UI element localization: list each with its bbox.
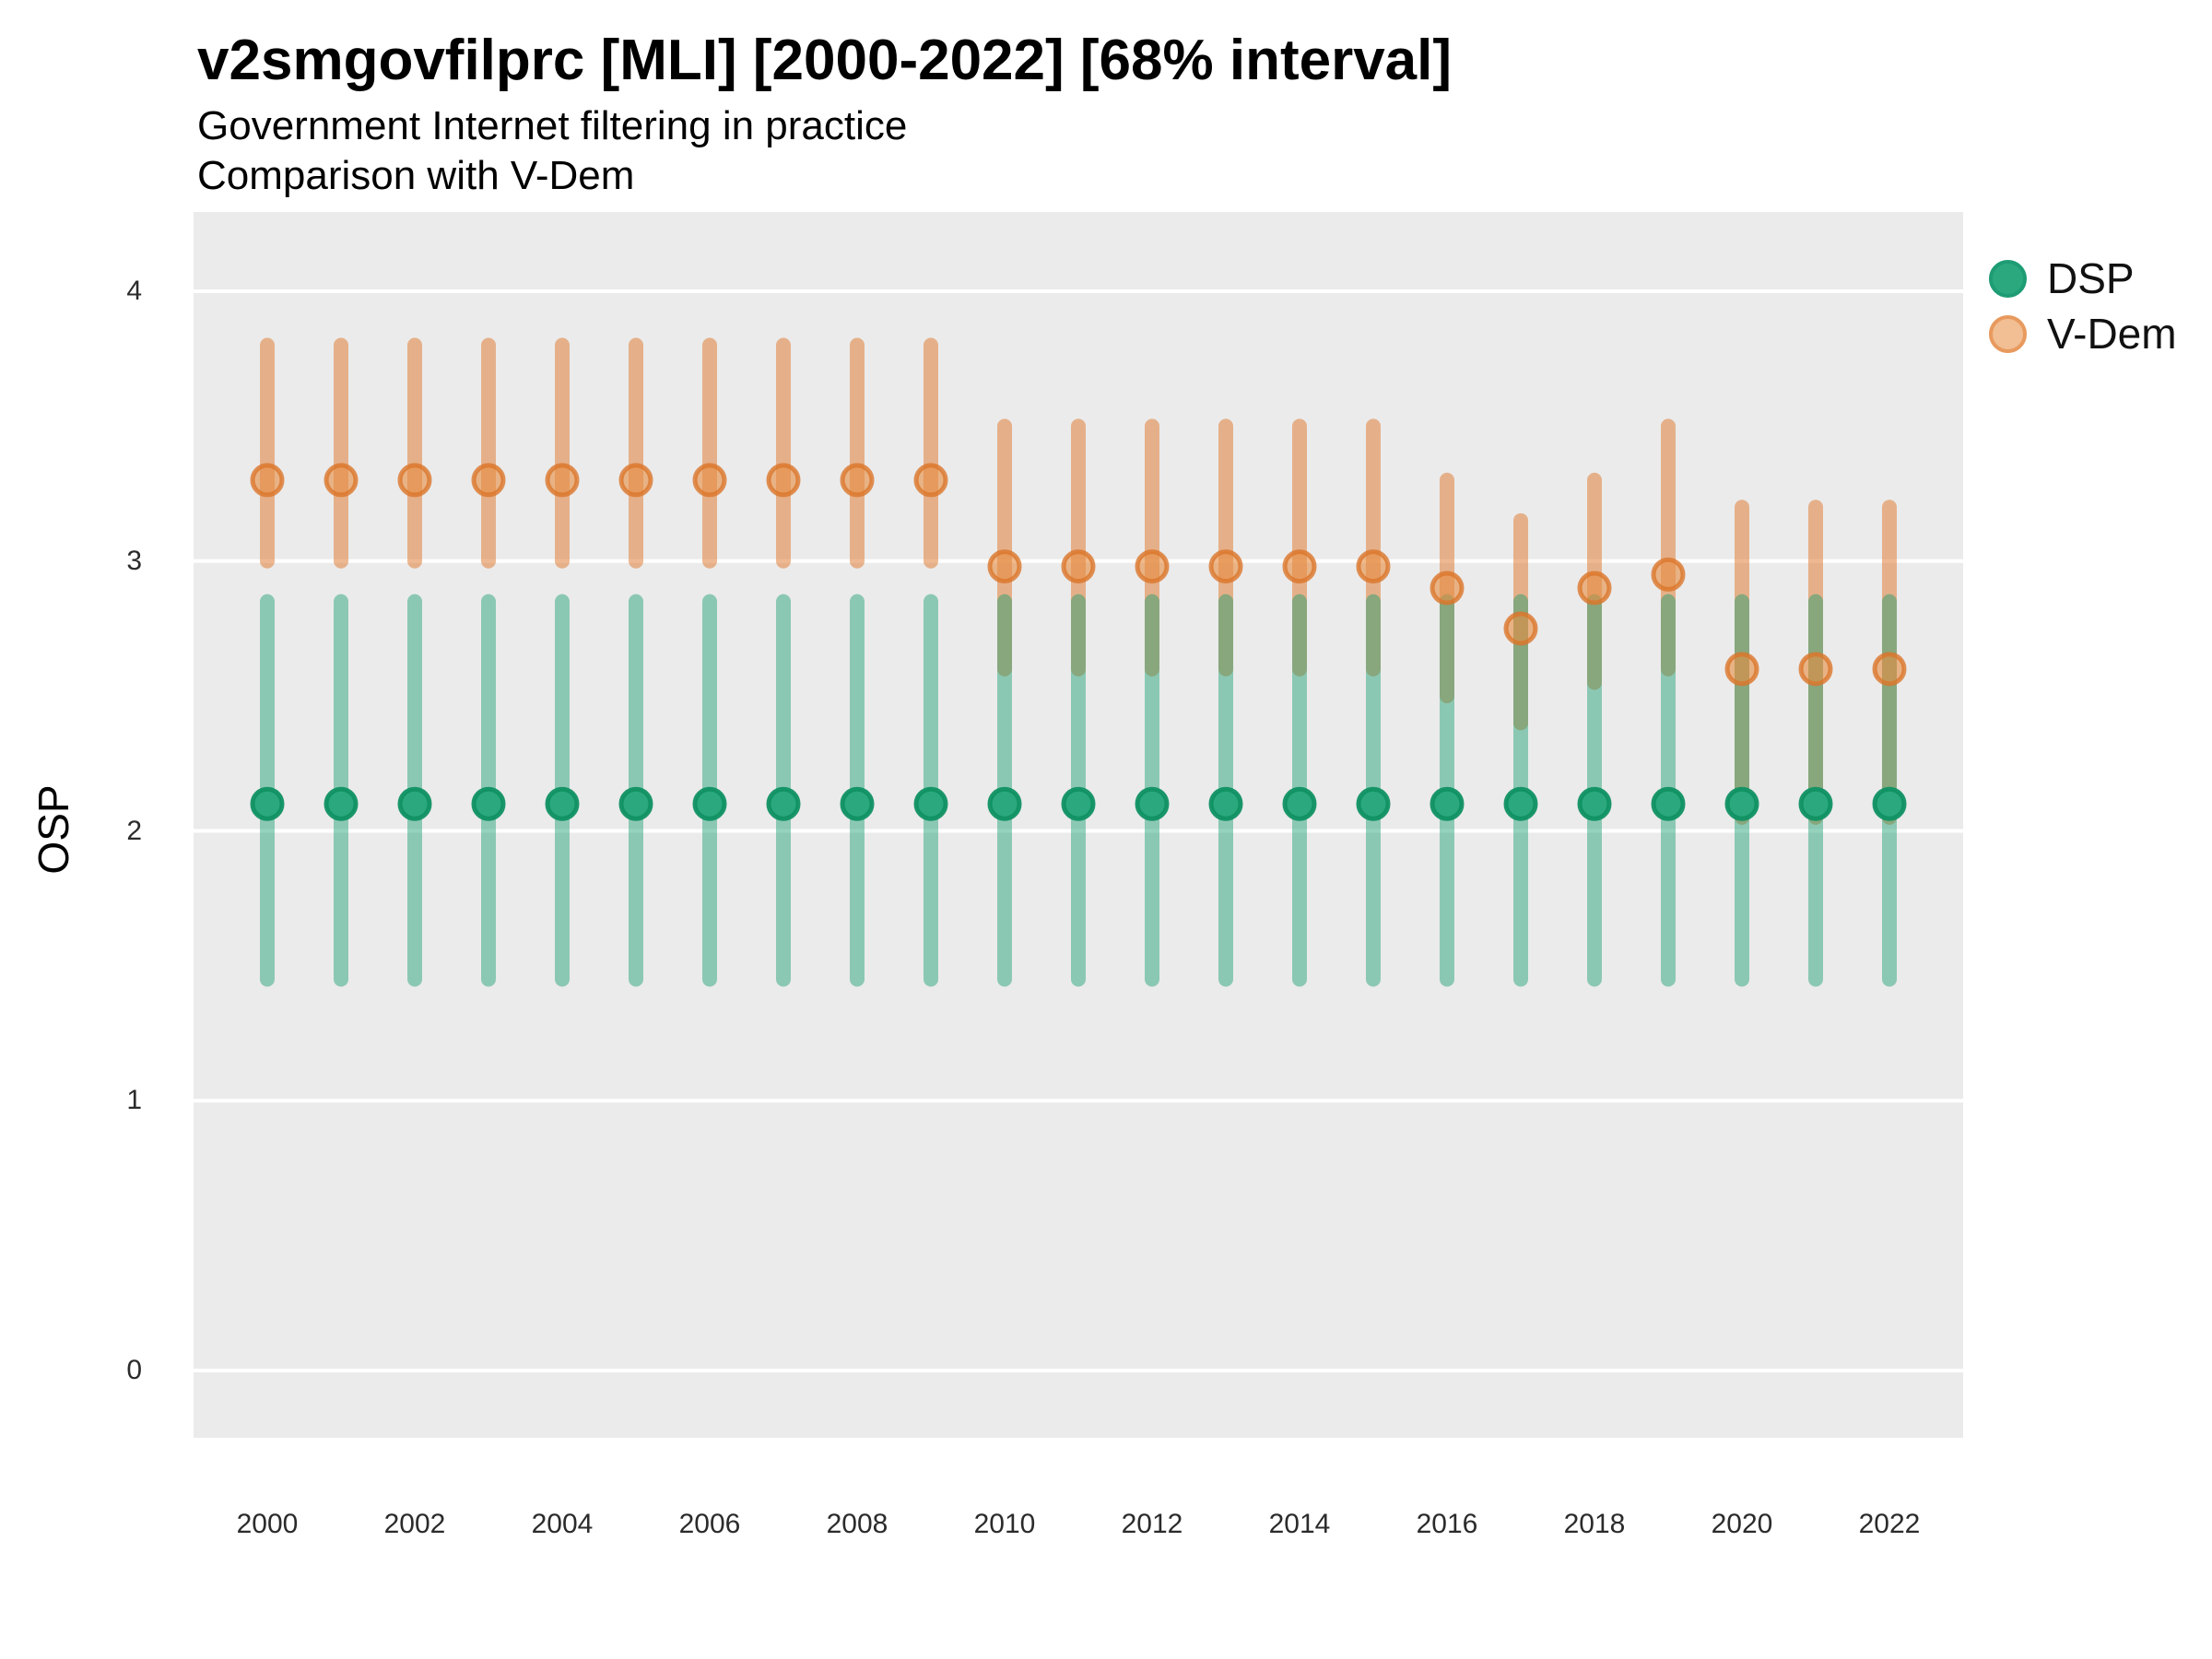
- point-dsp-2018: [1577, 786, 1612, 821]
- point-dsp-2013: [1208, 786, 1243, 821]
- point-v-dem-2005: [618, 463, 653, 498]
- point-dsp-2005: [618, 786, 653, 821]
- x-tick-label-2014: 2014: [1268, 1509, 1331, 1539]
- vdem-legend-label: V-Dem: [2047, 310, 2177, 358]
- point-dsp-2004: [545, 786, 580, 821]
- plot-area: [194, 212, 1963, 1438]
- y-tick-label-1: 1: [126, 1085, 142, 1116]
- point-v-dem-2012: [1135, 549, 1170, 584]
- x-tick-label-2004: 2004: [531, 1509, 594, 1539]
- point-v-dem-2007: [766, 463, 801, 498]
- point-v-dem-2019: [1651, 557, 1686, 592]
- x-tick-label-2000: 2000: [236, 1509, 299, 1539]
- x-tick-label-2016: 2016: [1416, 1509, 1478, 1539]
- point-v-dem-2015: [1356, 549, 1391, 584]
- point-dsp-2007: [766, 786, 801, 821]
- point-dsp-2019: [1651, 786, 1686, 821]
- y-tick-label-2: 2: [126, 815, 142, 846]
- chart-title: v2smgovfilprc [MLI] [2000-2022] [68% int…: [197, 29, 1453, 92]
- point-v-dem-2013: [1208, 549, 1243, 584]
- point-dsp-2016: [1430, 786, 1465, 821]
- x-tick-label-2012: 2012: [1121, 1509, 1183, 1539]
- chart-subtitle-line1: Government Internet filtering in practic…: [197, 103, 908, 148]
- legend-item-vdem: V-Dem: [1989, 310, 2177, 358]
- point-dsp-2020: [1724, 786, 1759, 821]
- legend-item-dsp: DSP: [1989, 254, 2135, 302]
- point-v-dem-2011: [1061, 549, 1096, 584]
- point-v-dem-2001: [324, 463, 359, 498]
- dsp-legend-label: DSP: [2047, 254, 2135, 302]
- point-dsp-2009: [913, 786, 948, 821]
- point-v-dem-2016: [1430, 571, 1465, 606]
- point-dsp-2006: [692, 786, 727, 821]
- point-dsp-2021: [1798, 786, 1833, 821]
- x-tick-label-2008: 2008: [826, 1509, 888, 1539]
- point-dsp-2022: [1872, 786, 1907, 821]
- point-v-dem-2018: [1577, 571, 1612, 606]
- x-tick-label-2022: 2022: [1858, 1509, 1921, 1539]
- point-v-dem-2021: [1798, 652, 1833, 687]
- point-dsp-2001: [324, 786, 359, 821]
- point-v-dem-2008: [840, 463, 875, 498]
- y-tick-label-0: 0: [126, 1355, 142, 1385]
- point-dsp-2008: [840, 786, 875, 821]
- point-v-dem-2014: [1282, 549, 1317, 584]
- point-v-dem-2017: [1503, 611, 1538, 646]
- point-dsp-2017: [1503, 786, 1538, 821]
- x-tick-label-2020: 2020: [1711, 1509, 1773, 1539]
- point-dsp-2002: [397, 786, 432, 821]
- point-v-dem-2003: [471, 463, 506, 498]
- x-tick-label-2002: 2002: [383, 1509, 446, 1539]
- point-v-dem-2002: [397, 463, 432, 498]
- point-dsp-2014: [1282, 786, 1317, 821]
- point-v-dem-2009: [913, 463, 948, 498]
- x-tick-label-2006: 2006: [678, 1509, 741, 1539]
- point-dsp-2010: [987, 786, 1022, 821]
- y-tick-label-4: 4: [126, 276, 142, 306]
- point-v-dem-2004: [545, 463, 580, 498]
- y-tick-label-3: 3: [126, 545, 142, 576]
- point-v-dem-2010: [987, 549, 1022, 584]
- x-tick-label-2018: 2018: [1563, 1509, 1626, 1539]
- point-v-dem-2000: [250, 463, 285, 498]
- point-v-dem-2022: [1872, 652, 1907, 687]
- point-v-dem-2020: [1724, 652, 1759, 687]
- plot-panel: [194, 212, 1963, 1438]
- chart-subtitle-line2: Comparison with V-Dem: [197, 153, 635, 198]
- point-dsp-2012: [1135, 786, 1170, 821]
- point-dsp-2015: [1356, 786, 1391, 821]
- point-v-dem-2006: [692, 463, 727, 498]
- vdem-legend-marker-icon: [1989, 314, 2027, 353]
- point-dsp-2003: [471, 786, 506, 821]
- point-dsp-2011: [1061, 786, 1096, 821]
- dsp-legend-marker-icon: [1989, 259, 2027, 298]
- x-tick-label-2010: 2010: [973, 1509, 1036, 1539]
- point-dsp-2000: [250, 786, 285, 821]
